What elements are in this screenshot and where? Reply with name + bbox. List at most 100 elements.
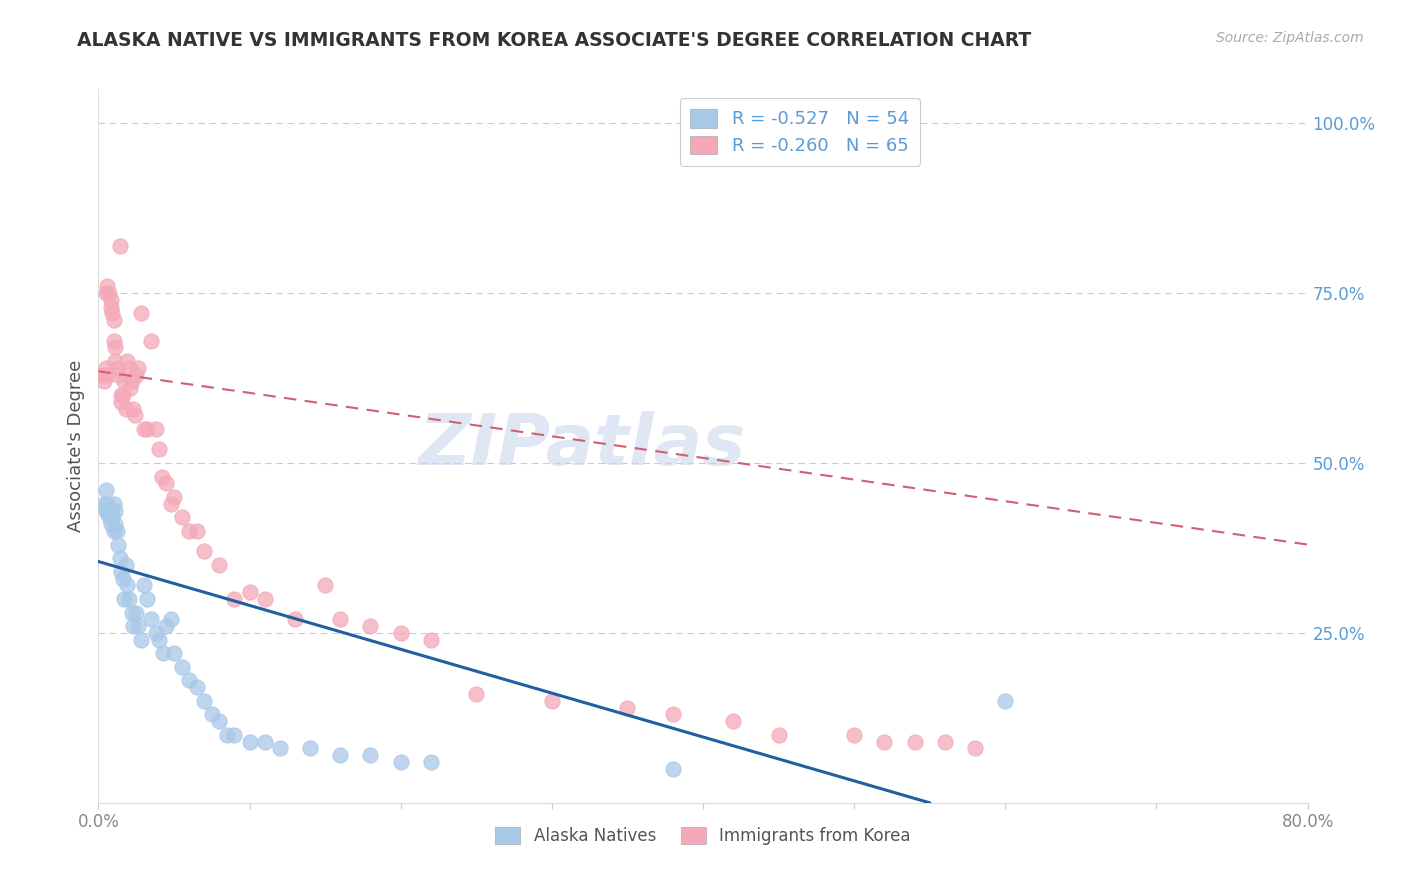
Point xyxy=(965,741,987,756)
Point xyxy=(114,401,136,416)
Point xyxy=(104,503,127,517)
Point xyxy=(186,680,208,694)
Point xyxy=(208,558,231,572)
Point xyxy=(224,591,246,606)
Point xyxy=(145,626,167,640)
Point xyxy=(186,524,208,538)
Point xyxy=(163,490,186,504)
Point xyxy=(284,612,307,626)
Point xyxy=(122,619,145,633)
Point xyxy=(299,741,322,756)
Point xyxy=(420,755,443,769)
Point xyxy=(465,687,488,701)
Point xyxy=(115,354,138,368)
Point xyxy=(101,306,124,320)
Point xyxy=(93,375,115,389)
Point xyxy=(844,728,866,742)
Point xyxy=(104,354,127,368)
Point xyxy=(239,734,262,748)
Point xyxy=(329,748,352,763)
Point xyxy=(934,734,956,748)
Point xyxy=(107,368,129,382)
Point xyxy=(94,286,117,301)
Point xyxy=(107,537,129,551)
Point xyxy=(148,442,170,457)
Text: ZIPatlas: ZIPatlas xyxy=(419,411,745,481)
Point xyxy=(103,497,125,511)
Point xyxy=(148,632,170,647)
Point xyxy=(904,734,927,748)
Point xyxy=(115,578,138,592)
Point xyxy=(103,313,125,327)
Point xyxy=(96,503,118,517)
Point xyxy=(193,694,215,708)
Point xyxy=(329,612,352,626)
Point xyxy=(100,300,122,314)
Point xyxy=(110,394,132,409)
Text: Source: ZipAtlas.com: Source: ZipAtlas.com xyxy=(1216,31,1364,45)
Point xyxy=(118,360,141,375)
Legend: Alaska Natives, Immigrants from Korea: Alaska Natives, Immigrants from Korea xyxy=(488,820,918,852)
Point xyxy=(105,524,128,538)
Point xyxy=(661,762,683,776)
Y-axis label: Associate's Degree: Associate's Degree xyxy=(66,359,84,533)
Point xyxy=(269,741,291,756)
Point xyxy=(104,341,127,355)
Point xyxy=(389,626,412,640)
Point xyxy=(132,422,155,436)
Point xyxy=(96,368,118,382)
Point xyxy=(108,551,131,566)
Point xyxy=(253,591,276,606)
Point xyxy=(100,503,122,517)
Point xyxy=(91,368,114,382)
Point xyxy=(96,497,118,511)
Point xyxy=(360,619,382,633)
Point xyxy=(224,728,246,742)
Point xyxy=(120,381,142,395)
Point xyxy=(135,422,157,436)
Point xyxy=(103,334,125,348)
Point xyxy=(94,503,117,517)
Point xyxy=(129,306,152,320)
Point xyxy=(121,375,143,389)
Point xyxy=(118,591,141,606)
Point xyxy=(94,483,117,498)
Point xyxy=(540,694,562,708)
Point xyxy=(179,524,201,538)
Point xyxy=(105,360,128,375)
Point xyxy=(152,646,174,660)
Point xyxy=(101,510,124,524)
Point xyxy=(215,728,238,742)
Point xyxy=(125,606,148,620)
Point xyxy=(141,334,163,348)
Point xyxy=(122,401,145,416)
Point xyxy=(125,368,148,382)
Point xyxy=(661,707,683,722)
Point xyxy=(873,734,896,748)
Point xyxy=(314,578,336,592)
Point xyxy=(112,591,135,606)
Point xyxy=(193,544,215,558)
Point xyxy=(389,755,412,769)
Point xyxy=(100,517,122,532)
Point xyxy=(110,565,132,579)
Point xyxy=(104,517,127,532)
Point xyxy=(253,734,276,748)
Point xyxy=(110,388,132,402)
Point xyxy=(93,497,115,511)
Point xyxy=(160,497,183,511)
Point xyxy=(420,632,443,647)
Point xyxy=(127,360,149,375)
Point xyxy=(723,714,745,729)
Point xyxy=(150,469,173,483)
Point xyxy=(179,673,201,688)
Point xyxy=(994,694,1017,708)
Point xyxy=(360,748,382,763)
Point xyxy=(768,728,790,742)
Point xyxy=(616,700,638,714)
Point xyxy=(124,409,146,423)
Point xyxy=(98,510,121,524)
Point xyxy=(208,714,231,729)
Point xyxy=(132,578,155,592)
Point xyxy=(121,606,143,620)
